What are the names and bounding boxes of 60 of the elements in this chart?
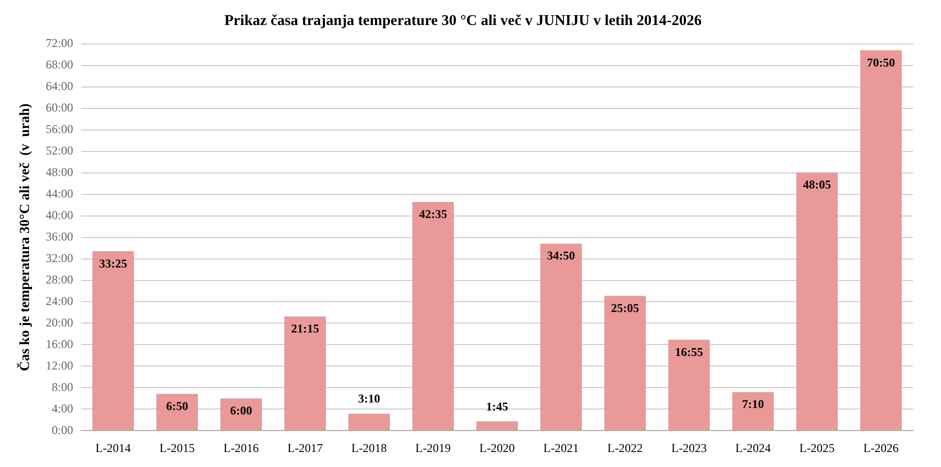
y-tick-label: 32:00: [46, 250, 74, 265]
x-tick-label: L-2018: [351, 440, 387, 455]
y-tick-label: 40:00: [46, 208, 74, 222]
y-tick-label: 36:00: [46, 229, 74, 244]
x-tick-label: L-2022: [607, 440, 643, 455]
y-tick-label: 28:00: [46, 272, 74, 286]
y-tick-label: 72:00: [46, 36, 74, 50]
y-tick-label: 0:00: [52, 422, 74, 437]
x-tick-label: L-2020: [479, 440, 515, 455]
y-tick-label: 4:00: [52, 401, 74, 416]
y-tick-label: 16:00: [46, 336, 74, 351]
x-tick-label: L-2025: [799, 440, 835, 455]
bar: [476, 421, 518, 430]
data-label: 42:35: [419, 207, 448, 222]
bar: [668, 340, 710, 430]
y-tick-label: 24:00: [46, 294, 74, 308]
data-label: 21:15: [291, 322, 320, 336]
data-label: 6:50: [166, 399, 188, 414]
data-label: 1:45: [486, 399, 508, 414]
y-tick-label: 48:00: [46, 165, 74, 180]
bar: [284, 316, 326, 430]
data-label: 34:50: [547, 248, 576, 263]
y-tick-label: 8:00: [52, 380, 74, 394]
x-tick-label: L-2024: [735, 440, 771, 455]
bar: [732, 392, 774, 430]
x-tick-label: L-2021: [543, 440, 579, 455]
data-label: 3:10: [358, 392, 380, 406]
bar: [348, 414, 390, 430]
bar: [220, 398, 262, 430]
data-label: 16:55: [675, 344, 704, 359]
y-tick-label: 12:00: [46, 358, 74, 372]
x-tick-label: L-2023: [671, 440, 707, 455]
x-tick-label: L-2026: [863, 440, 899, 455]
bar: [860, 50, 902, 430]
x-tick-label: L-2019: [415, 440, 451, 455]
y-tick-label: 20:00: [46, 315, 74, 330]
y-tick-label: 52:00: [46, 144, 74, 158]
x-tick-label: L-2015: [159, 440, 195, 455]
data-label: 48:05: [803, 178, 832, 192]
x-tick-label: L-2017: [287, 440, 323, 455]
data-label: 6:00: [230, 403, 252, 418]
y-tick-label: 44:00: [46, 186, 74, 200]
y-tick-label: 60:00: [46, 100, 74, 115]
y-tick-label: 56:00: [46, 122, 74, 136]
data-label: 25:05: [611, 301, 640, 316]
bar: [92, 251, 134, 430]
data-label: 70:50: [867, 55, 896, 70]
data-label: 7:10: [742, 397, 764, 412]
chart-title: Prikaz časa trajanja temperature 30 °C ali več v JUNIJU v letih 2014-2026: [224, 12, 702, 29]
x-tick-label: L-2014: [95, 440, 131, 455]
bar: [156, 394, 198, 430]
x-tick-label: L-2016: [223, 440, 259, 455]
bar: [540, 244, 582, 430]
bar: [412, 202, 454, 430]
y-axis-title: Čas ko je temperatura 30°C ali več (v urah): [16, 103, 34, 372]
y-tick-label: 64:00: [46, 79, 74, 94]
bar: [796, 172, 838, 430]
y-tick-label: 68:00: [46, 58, 74, 72]
data-label: 33:25: [99, 256, 128, 270]
bar: [604, 296, 646, 430]
